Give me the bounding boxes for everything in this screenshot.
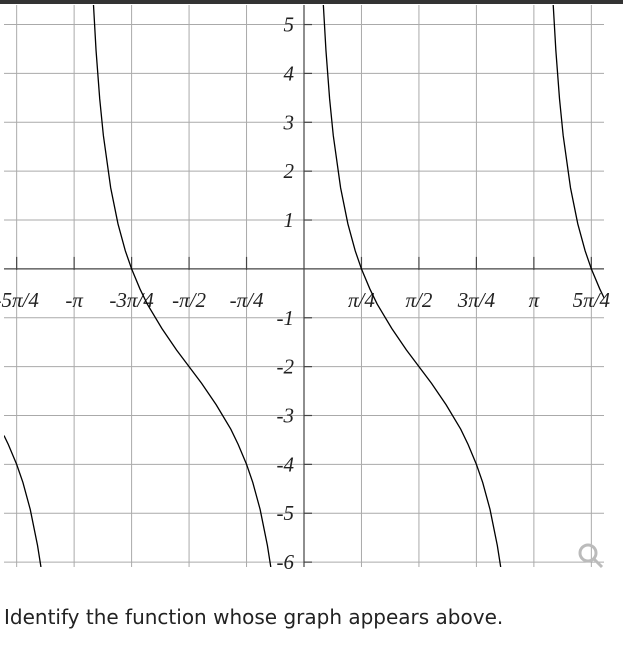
x-tick-label: π <box>529 288 540 312</box>
x-tick-label: -π/4 <box>230 288 264 312</box>
y-tick-label: 3 <box>283 110 295 134</box>
y-tick-label: -6 <box>277 550 295 574</box>
y-tick-label: -5 <box>277 501 295 525</box>
y-tick-label: 5 <box>284 13 295 37</box>
x-tick-label: 3π/4 <box>457 288 496 312</box>
y-tick-label: -3 <box>277 404 295 428</box>
zoom-circle <box>578 543 598 563</box>
y-tick-label: 2 <box>284 159 295 183</box>
y-tick-label: -2 <box>277 355 295 379</box>
question-text: Identify the function whose graph appear… <box>4 605 503 629</box>
x-tick-label: -π <box>65 288 83 312</box>
x-tick-label: -π/2 <box>172 288 206 312</box>
x-tick-label: π/2 <box>406 288 433 312</box>
y-tick-label: -1 <box>277 306 295 330</box>
y-tick-label: 1 <box>284 208 295 232</box>
y-tick-label: -4 <box>277 452 295 476</box>
zoom-handle <box>592 557 604 569</box>
x-tick-label: -3π/4 <box>109 288 154 312</box>
x-tick-label: 5π/4 <box>573 288 611 312</box>
plot: -5π/4-π-3π/4-π/2-π/4π/4π/23π/4π5π/4-6-5-… <box>0 5 611 574</box>
top-bar <box>0 0 623 4</box>
y-tick-label: 4 <box>284 61 295 85</box>
x-tick-label: -5π/4 <box>0 288 39 312</box>
function-curve <box>4 5 604 567</box>
zoom-icon[interactable] <box>578 543 604 569</box>
